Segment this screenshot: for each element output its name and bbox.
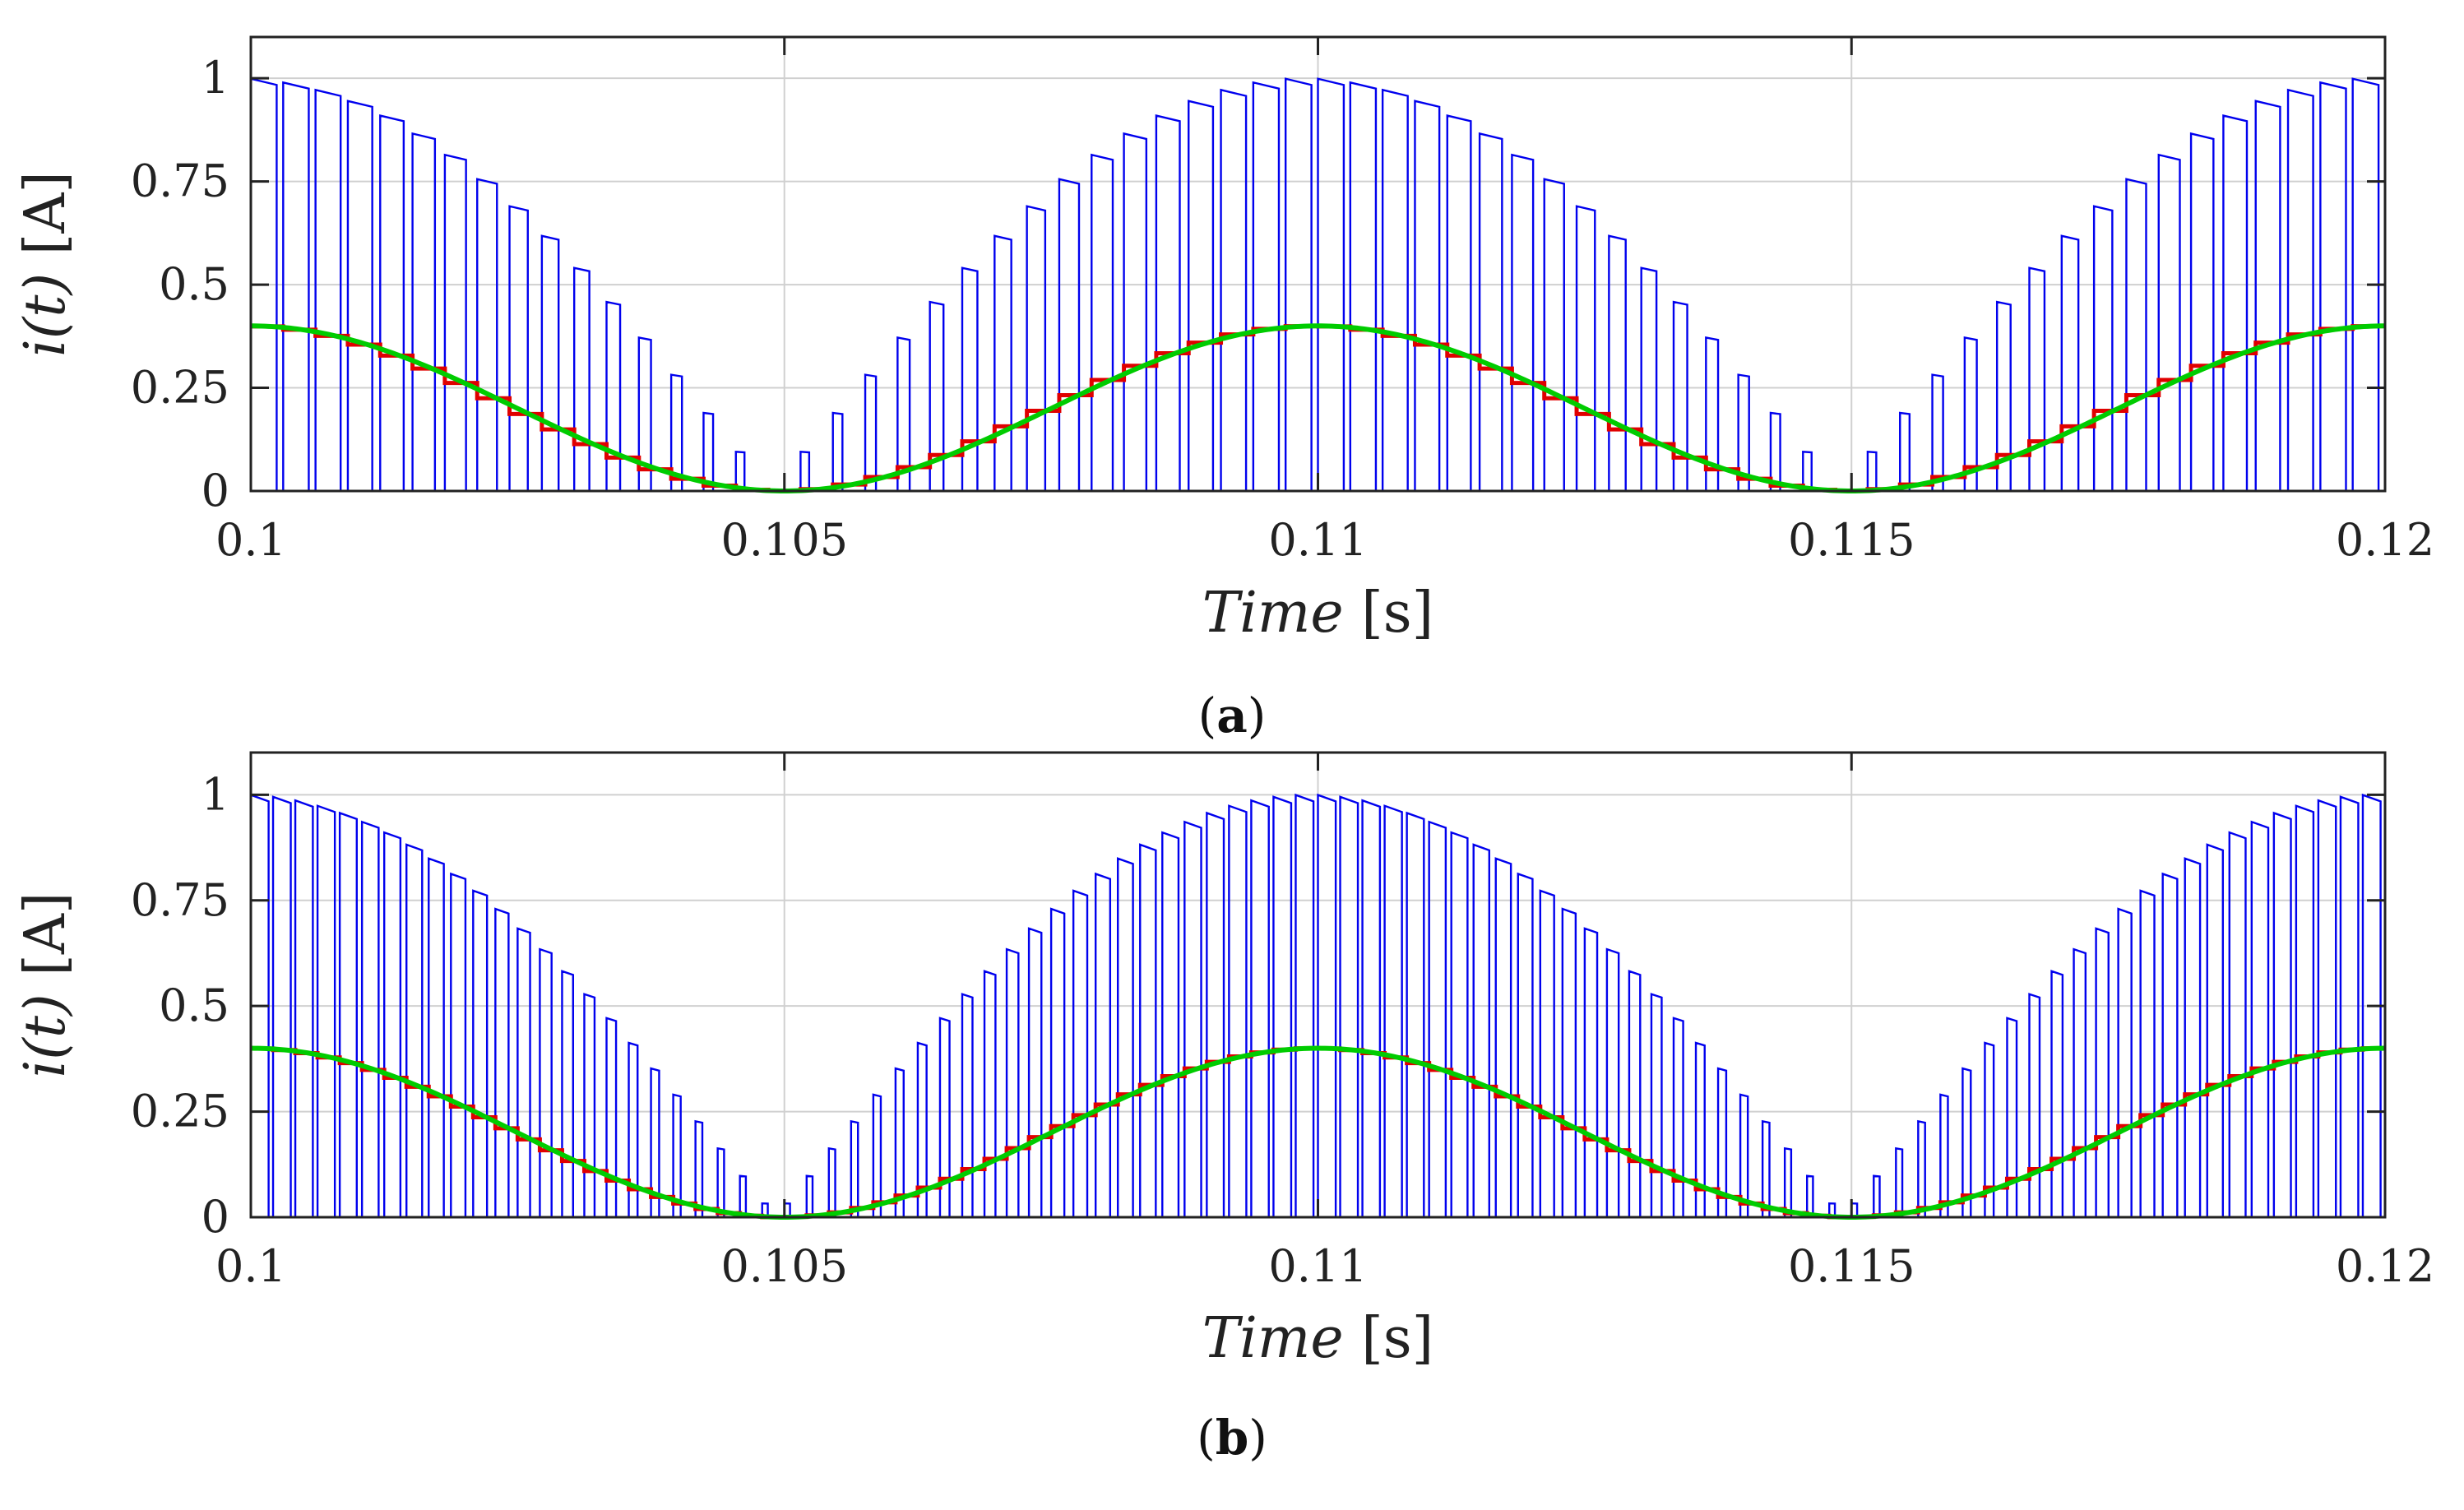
y-axis-label: i(t) [A] — [13, 892, 78, 1078]
x-axis-label-unit: [s] — [1361, 1306, 1433, 1371]
y-axis-label-unit: [A] — [13, 171, 78, 255]
x-axis-label: Time [s] — [1202, 1306, 1433, 1371]
chart-panel-a: 0.1 0.105 0.11 0.115 0.12 0 0.25 0.5 0.75 1 Time [… — [13, 35, 2434, 743]
y-tick-label: 1 — [201, 768, 229, 820]
x-tick-label: 0.12 — [2336, 514, 2434, 566]
x-tick-label: 0.105 — [720, 514, 848, 566]
chart-panel-b: 0.1 0.105 0.11 0.115 0.12 0 0.25 0.5 0.75 1 Time [… — [13, 751, 2434, 1466]
caption-paren-close: ) — [1248, 1410, 1267, 1466]
caption-paren-close: ) — [1248, 688, 1267, 743]
y-tick-label: 0.5 — [159, 980, 229, 1031]
x-axis-label-variable: Time — [1202, 581, 1344, 646]
x-tick-label: 0.115 — [1788, 514, 1915, 566]
caption-letter: b — [1216, 1410, 1249, 1466]
x-tick-label: 0.1 — [215, 1240, 286, 1292]
series-reference-current — [250, 1045, 2386, 1221]
x-tick-label: 0.115 — [1788, 1240, 1915, 1292]
y-axis-label: i(t) [A] — [13, 171, 78, 357]
y-tick-label: 1 — [201, 52, 229, 104]
y-axis-label-unit: [A] — [13, 892, 78, 976]
y-tick-label: 0.5 — [159, 258, 229, 310]
y-axis-label-variable: i(t) — [13, 994, 78, 1077]
panel-caption: (b) — [1197, 1410, 1267, 1466]
y-tick-label: 0.25 — [131, 1086, 229, 1137]
x-tick-label: 0.11 — [1268, 1240, 1367, 1292]
x-axis-label-unit: [s] — [1361, 581, 1433, 646]
x-tick-label: 0.12 — [2336, 1240, 2434, 1292]
x-axis-label-variable: Time — [1202, 1306, 1344, 1371]
y-tick-label: 0 — [201, 465, 229, 516]
panel-caption: (a) — [1198, 688, 1267, 743]
x-axis-label: Time [s] — [1202, 581, 1433, 646]
series-reference-current — [250, 323, 2386, 494]
caption-paren-open: ( — [1198, 688, 1217, 743]
y-tick-label: 0.25 — [131, 362, 229, 414]
y-axis-label-variable: i(t) — [13, 273, 78, 357]
x-tick-label: 0.1 — [215, 514, 286, 566]
x-tick-label: 0.105 — [720, 1240, 848, 1292]
caption-paren-open: ( — [1197, 1410, 1216, 1466]
y-tick-label: 0 — [201, 1191, 229, 1243]
y-tick-label: 0.75 — [131, 155, 229, 207]
x-tick-label: 0.11 — [1268, 514, 1367, 566]
caption-letter: a — [1216, 688, 1248, 743]
y-tick-label: 0.75 — [131, 874, 229, 926]
